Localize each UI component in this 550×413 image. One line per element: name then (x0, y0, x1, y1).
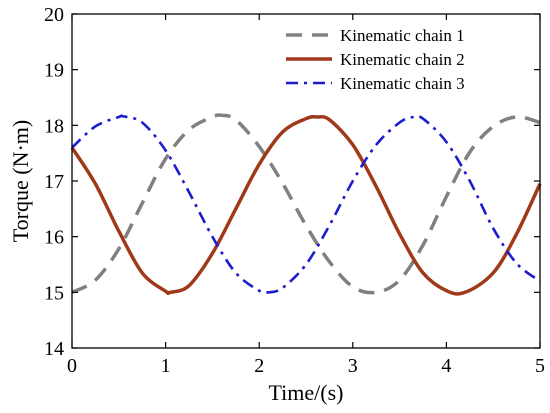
x-tick-label: 0 (67, 355, 77, 377)
x-tick-label: 5 (535, 355, 545, 377)
legend-label: Kinematic chain 3 (340, 74, 465, 93)
legend: Kinematic chain 1 Kinematic chain 2 Kinema… (286, 26, 465, 93)
y-tick-label: 16 (44, 227, 64, 249)
y-tick-label: 18 (44, 115, 64, 137)
y-axis-title: Torque (N·m) (8, 120, 33, 242)
series-line-2 (70, 114, 542, 296)
y-tick-label: 20 (44, 4, 64, 26)
series-line-3 (71, 114, 541, 295)
series-line-1 (71, 113, 541, 295)
x-tick-label: 3 (348, 355, 358, 377)
x-axis-title: Time/(s) (269, 380, 344, 405)
ticks-layer: 0 1 2 3 4 5 14 15 16 17 18 19 20 (44, 4, 545, 377)
y-tick-label: 14 (44, 338, 64, 360)
y-tick-label: 15 (44, 282, 64, 304)
x-tick-label: 4 (441, 355, 451, 377)
y-tick-label: 17 (44, 171, 64, 193)
series-layer (70, 113, 542, 296)
legend-label: Kinematic chain 2 (340, 50, 465, 69)
x-tick-label: 1 (161, 355, 171, 377)
legend-label: Kinematic chain 1 (340, 26, 465, 45)
y-tick-label: 19 (44, 60, 64, 82)
x-tick-label: 2 (254, 355, 264, 377)
